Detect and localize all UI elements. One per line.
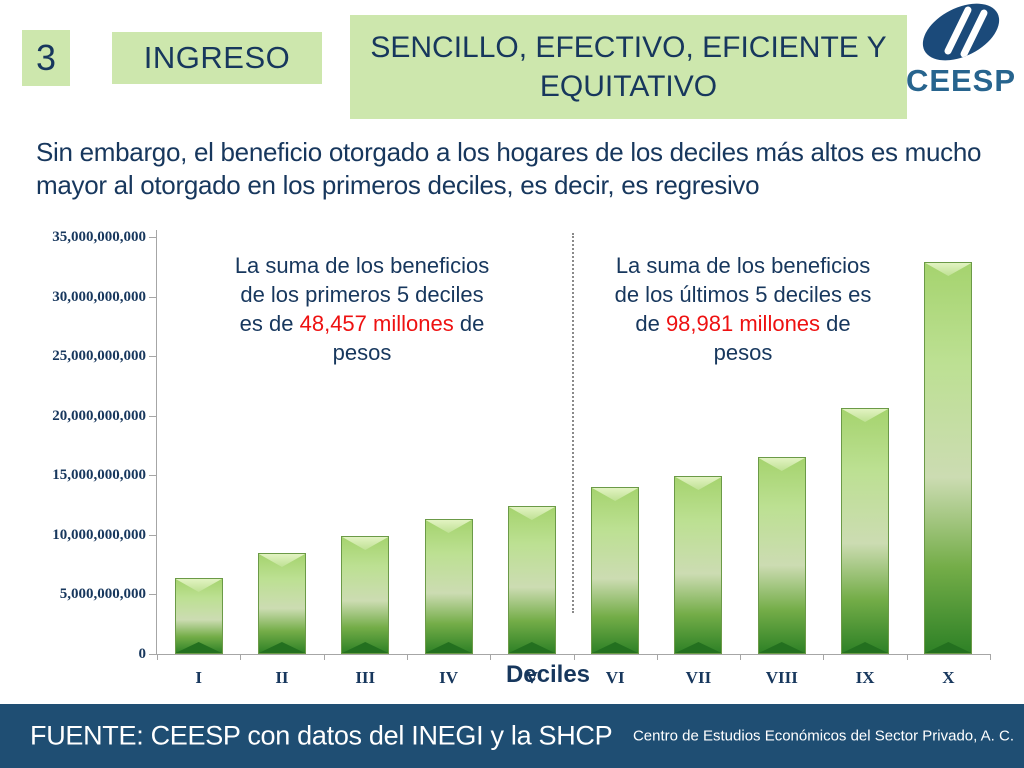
- y-tick-label: 35,000,000,000: [52, 229, 146, 245]
- annotation-text-post: de pesos: [713, 311, 851, 366]
- bar-X: [924, 262, 973, 654]
- y-tick-label: 15,000,000,000: [52, 467, 146, 484]
- annotation-text-post: de pesos: [332, 311, 485, 366]
- x-tick-label: III: [355, 668, 376, 687]
- y-tick: [149, 594, 157, 596]
- bar-V: [507, 506, 556, 654]
- y-tick-label: 0: [138, 646, 147, 662]
- y-tick: [149, 356, 157, 358]
- y-tick-label: 20,000,000,000: [52, 407, 146, 424]
- y-tick: [149, 654, 157, 655]
- slide-number-box: 3: [22, 30, 70, 86]
- x-tick: [990, 654, 991, 660]
- y-tick: [149, 237, 157, 238]
- x-tick-label: I: [195, 668, 202, 687]
- section-label: INGRESO: [143, 40, 291, 75]
- footer-org-text: Centro de Estudios Económicos del Sector…: [632, 727, 1014, 745]
- x-tick: [490, 654, 492, 660]
- divider-dotted-line: [572, 233, 574, 613]
- x-tick: [406, 654, 408, 660]
- x-tick-label: VIII: [765, 668, 798, 687]
- bar-II: [257, 553, 306, 654]
- x-tick: [573, 654, 575, 660]
- x-tick: [823, 654, 825, 660]
- y-tick: [149, 415, 157, 417]
- y-axis-line: [156, 230, 157, 655]
- slide-title-box: SENCILLO, EFECTIVO, EFICIENTE Y EQUITATI…: [350, 15, 907, 119]
- x-tick-label: VI: [605, 668, 625, 687]
- x-tick-label: X: [942, 668, 955, 687]
- bar-III: [341, 536, 390, 654]
- y-tick: [149, 296, 157, 298]
- x-tick: [740, 654, 742, 660]
- x-tick-label: V: [525, 668, 538, 687]
- x-tick-label: II: [275, 668, 289, 687]
- y-tick-label: 5,000,000,000: [59, 586, 146, 603]
- annotation-text-pre: La suma de los beneficios de los primero…: [234, 253, 490, 337]
- bar-IX: [841, 408, 890, 654]
- bar-IV: [424, 519, 473, 654]
- x-tick: [323, 654, 325, 660]
- footer-bar: FUENTE: CEESP con datos del INEGI y la S…: [0, 704, 1024, 768]
- y-tick: [149, 534, 157, 536]
- x-tick: [240, 654, 242, 660]
- x-axis-title: Deciles: [505, 661, 591, 688]
- slide-number: 3: [35, 37, 57, 78]
- logo-text: CEESP: [906, 63, 1016, 98]
- y-tick-label: 25,000,000,000: [52, 348, 146, 365]
- annotation-last-deciles: La suma de los beneficios de los últimos…: [610, 251, 876, 367]
- x-tick-label: IV: [439, 668, 458, 687]
- annotation-text-pre: La suma de los beneficios de los últimos…: [614, 253, 872, 337]
- x-tick-label: IX: [855, 668, 875, 687]
- x-tick-label: VII: [685, 668, 712, 687]
- annotation-highlight: 98,981 millones: [665, 311, 821, 337]
- y-tick-label: 10,000,000,000: [52, 526, 146, 543]
- footer-source-text: FUENTE: CEESP con datos del INEGI y la S…: [30, 720, 613, 751]
- y-tick-label: 30,000,000,000: [52, 288, 146, 305]
- annotation-highlight: 48,457 millones: [299, 311, 454, 337]
- y-tick: [149, 475, 157, 477]
- ceesp-swoosh-icon: CEESP: [906, 3, 1016, 98]
- ceesp-logo: CEESP: [898, 2, 1024, 100]
- bar-I: [174, 578, 223, 654]
- bar-VII: [674, 476, 723, 654]
- bar-VIII: [757, 457, 806, 654]
- bar-VI: [591, 487, 640, 654]
- x-tick: [906, 654, 908, 660]
- slide-title: SENCILLO, EFECTIVO, EFICIENTE Y EQUITATI…: [370, 31, 887, 103]
- annotation-first-deciles: La suma de los beneficios de los primero…: [233, 251, 491, 367]
- x-tick: [656, 654, 658, 660]
- x-tick: [157, 654, 158, 660]
- section-label-box: INGRESO: [112, 32, 322, 84]
- intro-text: Sin embargo, el beneficio otorgado a los…: [36, 137, 982, 200]
